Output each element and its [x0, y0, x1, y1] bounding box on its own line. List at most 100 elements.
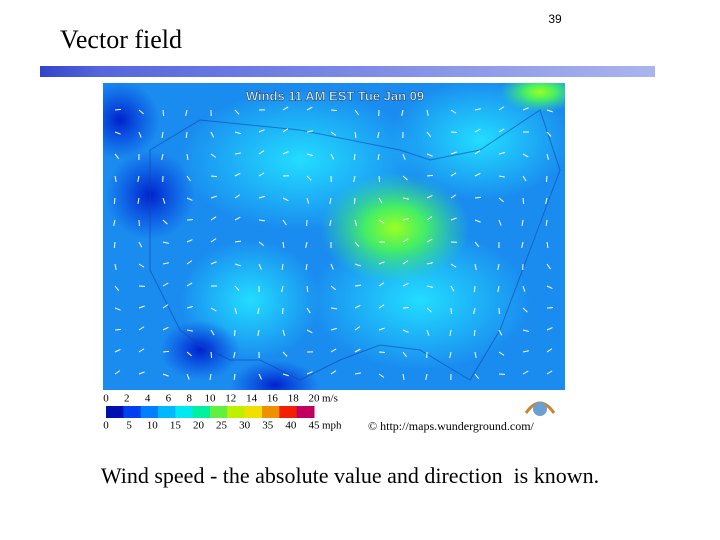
legend-label: 8 [186, 393, 192, 405]
wind-arrow [546, 153, 549, 160]
wind-arrow [425, 373, 428, 380]
wind-arrow [258, 172, 265, 177]
wind-arrow [498, 351, 505, 356]
legend-label: 16 [267, 393, 279, 405]
wind-arrow [306, 106, 313, 111]
wind-arrow [546, 263, 551, 270]
wind-arrow [258, 129, 265, 133]
legend-label: 0 [103, 393, 109, 405]
wind-arrow [474, 196, 482, 199]
wind-arrow [138, 263, 145, 268]
wind-arrow [426, 109, 429, 116]
wind-arrow [234, 131, 241, 135]
wind-arrow [378, 197, 383, 204]
wind-arrow [498, 128, 505, 133]
wind-arrow [186, 197, 193, 201]
legend-swatch [296, 406, 315, 418]
legend-swatch [192, 406, 211, 418]
wind-arrow [498, 329, 503, 336]
wind-arrow [522, 370, 529, 375]
wind-arrow [353, 197, 356, 205]
legend-label: 25 [216, 420, 228, 432]
legend-unit: m/s [322, 393, 338, 405]
wind-arrow [258, 263, 262, 270]
wind-arrow [474, 241, 480, 247]
wind-arrow [545, 219, 548, 227]
wind-arrow [185, 131, 188, 139]
legend-label: 40 [285, 420, 297, 432]
wind-arrow [353, 175, 356, 182]
wind-arrow [282, 219, 287, 226]
map-title: Winds 11 AM EST Tue Jan 09 [246, 88, 424, 103]
legend-label: 35 [262, 420, 274, 432]
legend-label: 5 [126, 420, 132, 432]
wind-arrow [186, 373, 190, 380]
wind-arrow [426, 262, 433, 265]
wind-arrow [522, 175, 527, 182]
wind-arrow [402, 153, 406, 160]
wind-arrow [306, 130, 313, 133]
wind-arrow [234, 152, 241, 155]
wind-arrow [305, 241, 308, 248]
wind-arrow [305, 263, 308, 271]
wind-arrow [402, 260, 409, 265]
wind-arrow [474, 263, 477, 270]
wind-arrow [449, 329, 452, 336]
legend-label: 30 [239, 420, 251, 432]
wind-arrow [114, 307, 121, 311]
wind-arrow [113, 219, 116, 226]
wind-arrow [450, 217, 457, 221]
wind-arrow [354, 263, 361, 267]
legend-swatch [227, 406, 246, 418]
legend-label: 15 [170, 420, 182, 432]
wind-arrow [449, 351, 452, 358]
wind-arrow [210, 329, 215, 336]
wind-arrow [162, 219, 168, 225]
legend-swatch [244, 406, 263, 418]
wind-arrow [233, 351, 236, 358]
wind-arrow [162, 282, 169, 287]
wind-arrow [474, 172, 481, 177]
legend-swatch [123, 406, 142, 418]
wind-arrow [522, 285, 526, 292]
wind-arrow [306, 175, 312, 181]
wind-arrow [353, 153, 356, 161]
wind-arrow [354, 304, 361, 309]
wind-arrow [521, 219, 524, 227]
wind-arrow [113, 241, 116, 249]
wind-arrow [329, 197, 332, 204]
legend-label: 14 [246, 393, 258, 405]
wind-arrow [426, 131, 432, 138]
wind-arrow [113, 197, 116, 205]
wind-arrow [186, 305, 193, 309]
wind-arrow [257, 307, 260, 314]
wind-arrow [234, 172, 241, 177]
wind-arrow [426, 329, 430, 336]
wind-arrow [185, 109, 188, 116]
wind-arrow [114, 263, 117, 270]
legend-swatch [158, 406, 176, 418]
wind-arrow [186, 329, 193, 332]
wind-arrow [210, 131, 215, 138]
slide-title: Vector field [60, 25, 182, 54]
wind-arrow [522, 197, 525, 205]
wind-arrow [450, 172, 457, 177]
wind-arrow [497, 285, 500, 292]
wind-arrow [402, 175, 408, 181]
wind-arrow [546, 285, 553, 289]
wind-arrow [234, 263, 241, 267]
wind-arrow [450, 285, 455, 292]
wind-arrow [474, 373, 480, 380]
wind-arrow [426, 194, 433, 199]
wind-arrow [162, 262, 169, 265]
wind-arrow [546, 131, 552, 137]
wind-arrow [162, 326, 169, 331]
wind-arrow [210, 216, 217, 221]
wind-arrow [330, 109, 338, 112]
wind-arrow [162, 197, 166, 204]
wind-arrow [306, 329, 313, 334]
wind-arrow [354, 326, 361, 331]
wind-arrow [186, 175, 191, 182]
wind-arrow [281, 263, 284, 271]
